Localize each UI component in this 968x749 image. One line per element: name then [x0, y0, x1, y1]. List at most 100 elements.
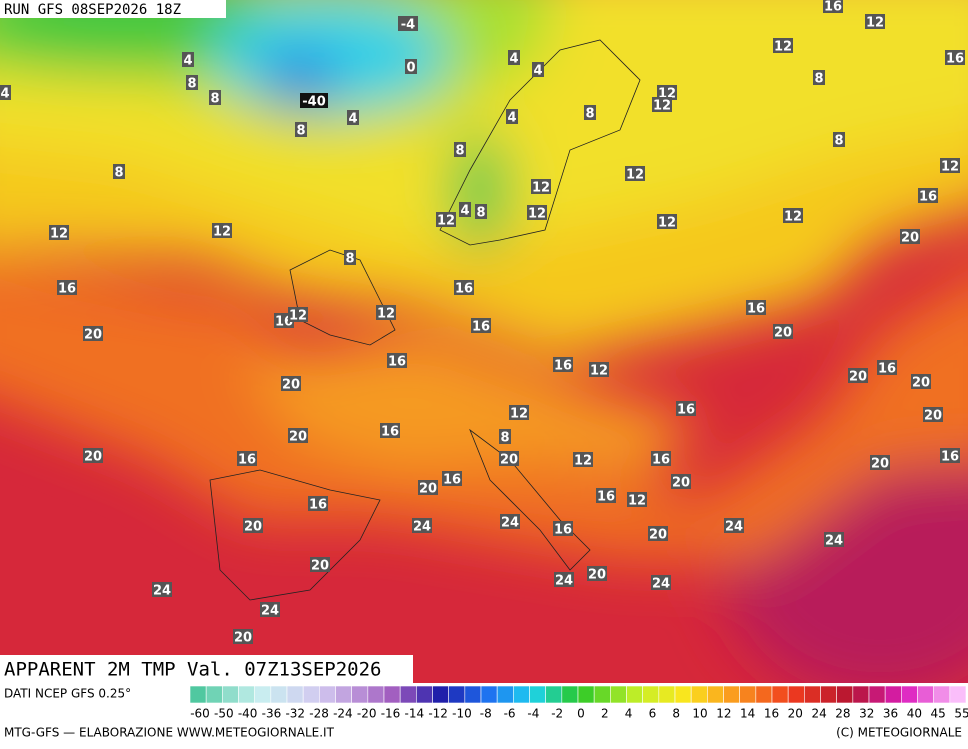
label-box [553, 357, 573, 372]
map-label: 8 [585, 107, 594, 122]
label-box [531, 179, 551, 194]
label-box [209, 90, 221, 105]
colorbar-label: -8 [480, 707, 492, 721]
label-box [625, 166, 645, 181]
colorbar-cell [319, 685, 336, 704]
colorbar-cell [674, 685, 692, 704]
label-box [260, 602, 280, 617]
colorbar-cell [787, 685, 805, 704]
map-label: 12 [941, 160, 959, 175]
map-label: 8 [476, 206, 485, 221]
label-box [288, 307, 308, 322]
map-label: 16 [919, 190, 937, 205]
colorbar-label: 45 [931, 707, 946, 721]
map-label: 20 [672, 476, 690, 491]
label-box [833, 132, 845, 147]
map-label: 12 [590, 364, 608, 379]
label-box [527, 205, 547, 220]
map-label: 4 [0, 87, 9, 102]
colorbar: -60 -50 -40 -36 -32 -28 -24 -20 -16 -14 -12 -10 -8 -6… [189, 685, 968, 721]
map-label: 12 [784, 210, 802, 225]
label-box [237, 451, 257, 466]
label-box [186, 75, 198, 90]
run-label: RUN GFS 08SEP2026 18Z [4, 2, 181, 18]
map-label: 24 [501, 516, 519, 531]
colorbar-label: -14 [405, 707, 425, 721]
colorbar-label: 10 [692, 707, 707, 721]
label-box [676, 401, 696, 416]
map-label: 8 [500, 431, 509, 446]
colorbar-cell [448, 685, 466, 704]
colorbar-label: -10 [452, 707, 472, 721]
map-label: 24 [153, 584, 171, 599]
colorbar-label: 40 [907, 707, 922, 721]
label-box [344, 250, 356, 265]
colorbar-cell [335, 685, 352, 704]
label-box [347, 110, 359, 125]
label-box [308, 496, 328, 511]
map-label: 4 [183, 54, 192, 69]
label-box [182, 52, 194, 67]
label-box [589, 362, 609, 377]
map-label: 12 [774, 40, 792, 55]
colorbar-cell [545, 685, 563, 704]
label-box [584, 105, 596, 120]
map-label: 12 [528, 207, 546, 222]
colorbar-cell [496, 685, 514, 704]
label-box [500, 514, 520, 529]
label-box [499, 451, 519, 466]
title-box [0, 655, 413, 683]
label-box [454, 142, 466, 157]
label-box [442, 471, 462, 486]
map-label: 16 [597, 490, 615, 505]
colorbar-cell [690, 685, 708, 704]
map-label: -40 [302, 95, 326, 110]
colorbar-cell [658, 685, 676, 704]
copyright: (C) METEOGIORNALE [836, 726, 962, 740]
colorbar-label: -12 [428, 707, 448, 721]
label-box [83, 448, 103, 463]
colorbar-label: 4 [625, 707, 633, 721]
label-box [509, 405, 529, 420]
map-label: 20 [84, 328, 102, 343]
colorbar-cell [933, 685, 951, 704]
map-label: 16 [455, 282, 473, 297]
label-box [454, 280, 474, 295]
colorbar-cell [432, 685, 449, 704]
label-box [945, 50, 965, 65]
label-box [83, 326, 103, 341]
colorbar-label: 6 [649, 707, 657, 721]
colorbar-label: 2 [601, 707, 609, 721]
label-box [627, 492, 647, 507]
label-box [376, 305, 396, 320]
colorbar-cell [836, 685, 854, 704]
map-label: 12 [50, 227, 68, 242]
label-box [300, 93, 328, 108]
colorbar-cell [351, 685, 369, 704]
colorbar-label: 20 [788, 707, 803, 721]
source: DATI NCEP GFS 0.25° [4, 687, 131, 701]
colorbar-cell [286, 685, 304, 704]
label-box [657, 214, 677, 229]
label-box [532, 62, 544, 77]
colorbar-cell [868, 685, 886, 704]
label-box [212, 223, 232, 238]
map-label: 16 [946, 52, 964, 67]
map-label: 20 [500, 453, 518, 468]
map-label: 20 [289, 430, 307, 445]
colorbar-cell [464, 685, 482, 704]
map-label: 16 [443, 473, 461, 488]
label-box [813, 70, 825, 85]
map-label: 20 [774, 326, 792, 341]
map-label: 24 [825, 534, 843, 549]
label-box [848, 368, 868, 383]
map-label: 20 [244, 520, 262, 535]
colorbar-cell [755, 685, 773, 704]
label-box [380, 423, 400, 438]
label-box [746, 300, 766, 315]
map-label: 16 [388, 355, 406, 370]
colorbar-cell [610, 685, 627, 704]
colorbar-cell [561, 685, 579, 704]
map-label: 20 [282, 378, 300, 393]
map-label: 16 [554, 359, 572, 374]
